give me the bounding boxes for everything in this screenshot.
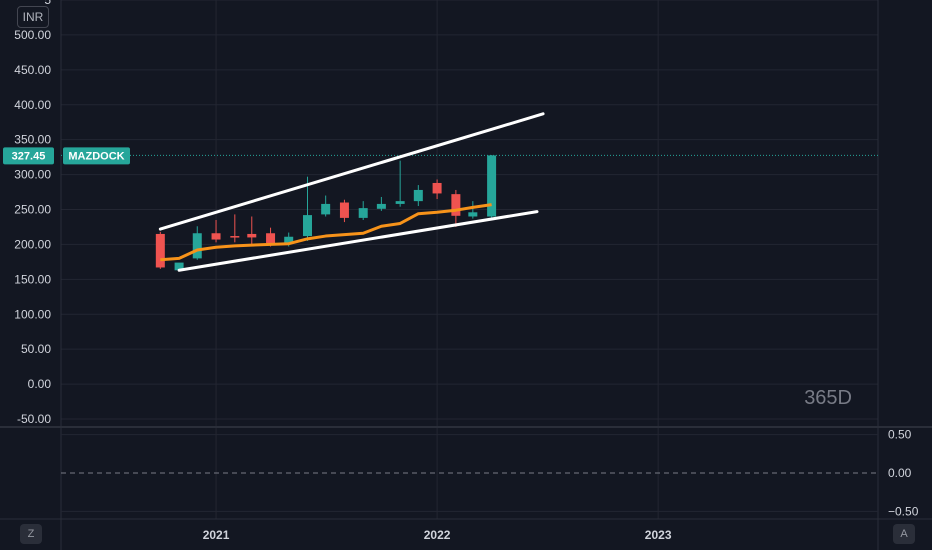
auto-scale-button[interactable]: A [893,524,915,544]
candle-body [211,233,221,240]
y-tick-label: 0.00 [28,377,52,391]
candle-body [230,236,240,238]
candle-body [376,203,386,209]
y-tick-label: 350.00 [14,133,51,147]
z-label: Z [27,528,35,540]
auto-scale-left-button[interactable]: Z [20,524,42,544]
candle-body [247,233,257,238]
candle-body [432,182,442,194]
symbol-label: MAZDOCK [68,150,124,162]
y-tick-label: 250.00 [14,203,51,217]
y-tick-label: 50.00 [21,342,51,356]
candle-body [266,233,276,244]
last-price-badge [3,147,54,165]
candle-body [468,212,478,217]
price-pane[interactable] [61,112,878,272]
candle-body [339,202,349,218]
candle-body [321,203,331,215]
candle-body [358,208,368,218]
x-tick-label: 2021 [203,528,230,542]
candle-body [302,215,312,237]
candle-body [192,233,202,259]
y-tick-label: 450.00 [14,63,51,77]
x-tick-label: 2022 [424,528,451,542]
y-tick-label: 500.00 [14,28,51,42]
trendline [177,210,539,272]
y-tick-label: -50.00 [17,412,51,426]
indicator-tick-label: 0.00 [888,466,912,480]
currency-label: INR [22,10,44,24]
last-price-value: 327.45 [12,150,46,162]
currency-badge: INR [17,6,49,28]
y-tick-label: 300.00 [14,168,51,182]
candle-body [395,201,405,204]
trendline [158,112,545,231]
candle-body [284,236,294,244]
a-label: A [900,528,908,540]
y-tick-label: 5 [44,0,51,7]
x-tick-label: 2023 [645,528,672,542]
candle-body [451,194,461,216]
indicator-tick-label: 0.50 [888,428,912,442]
candle-body [155,233,165,268]
y-tick-label: 200.00 [14,237,51,251]
candle-body [487,155,497,217]
y-tick-label: 100.00 [14,307,51,321]
y-tick-label: 150.00 [14,272,51,286]
candle-body [174,262,184,271]
candle-body [413,189,423,202]
y-tick-label: 400.00 [14,98,51,112]
overlay-labels: 327.45 MAZDOCK 365D [3,147,852,409]
indicator-tick-label: −0.50 [888,504,919,518]
axes: -50.000.0050.00100.00150.00200.00250.003… [14,0,918,542]
symbol-badge [63,147,130,165]
interval-watermark: 365D [804,387,852,409]
moving-average-line [160,203,492,262]
